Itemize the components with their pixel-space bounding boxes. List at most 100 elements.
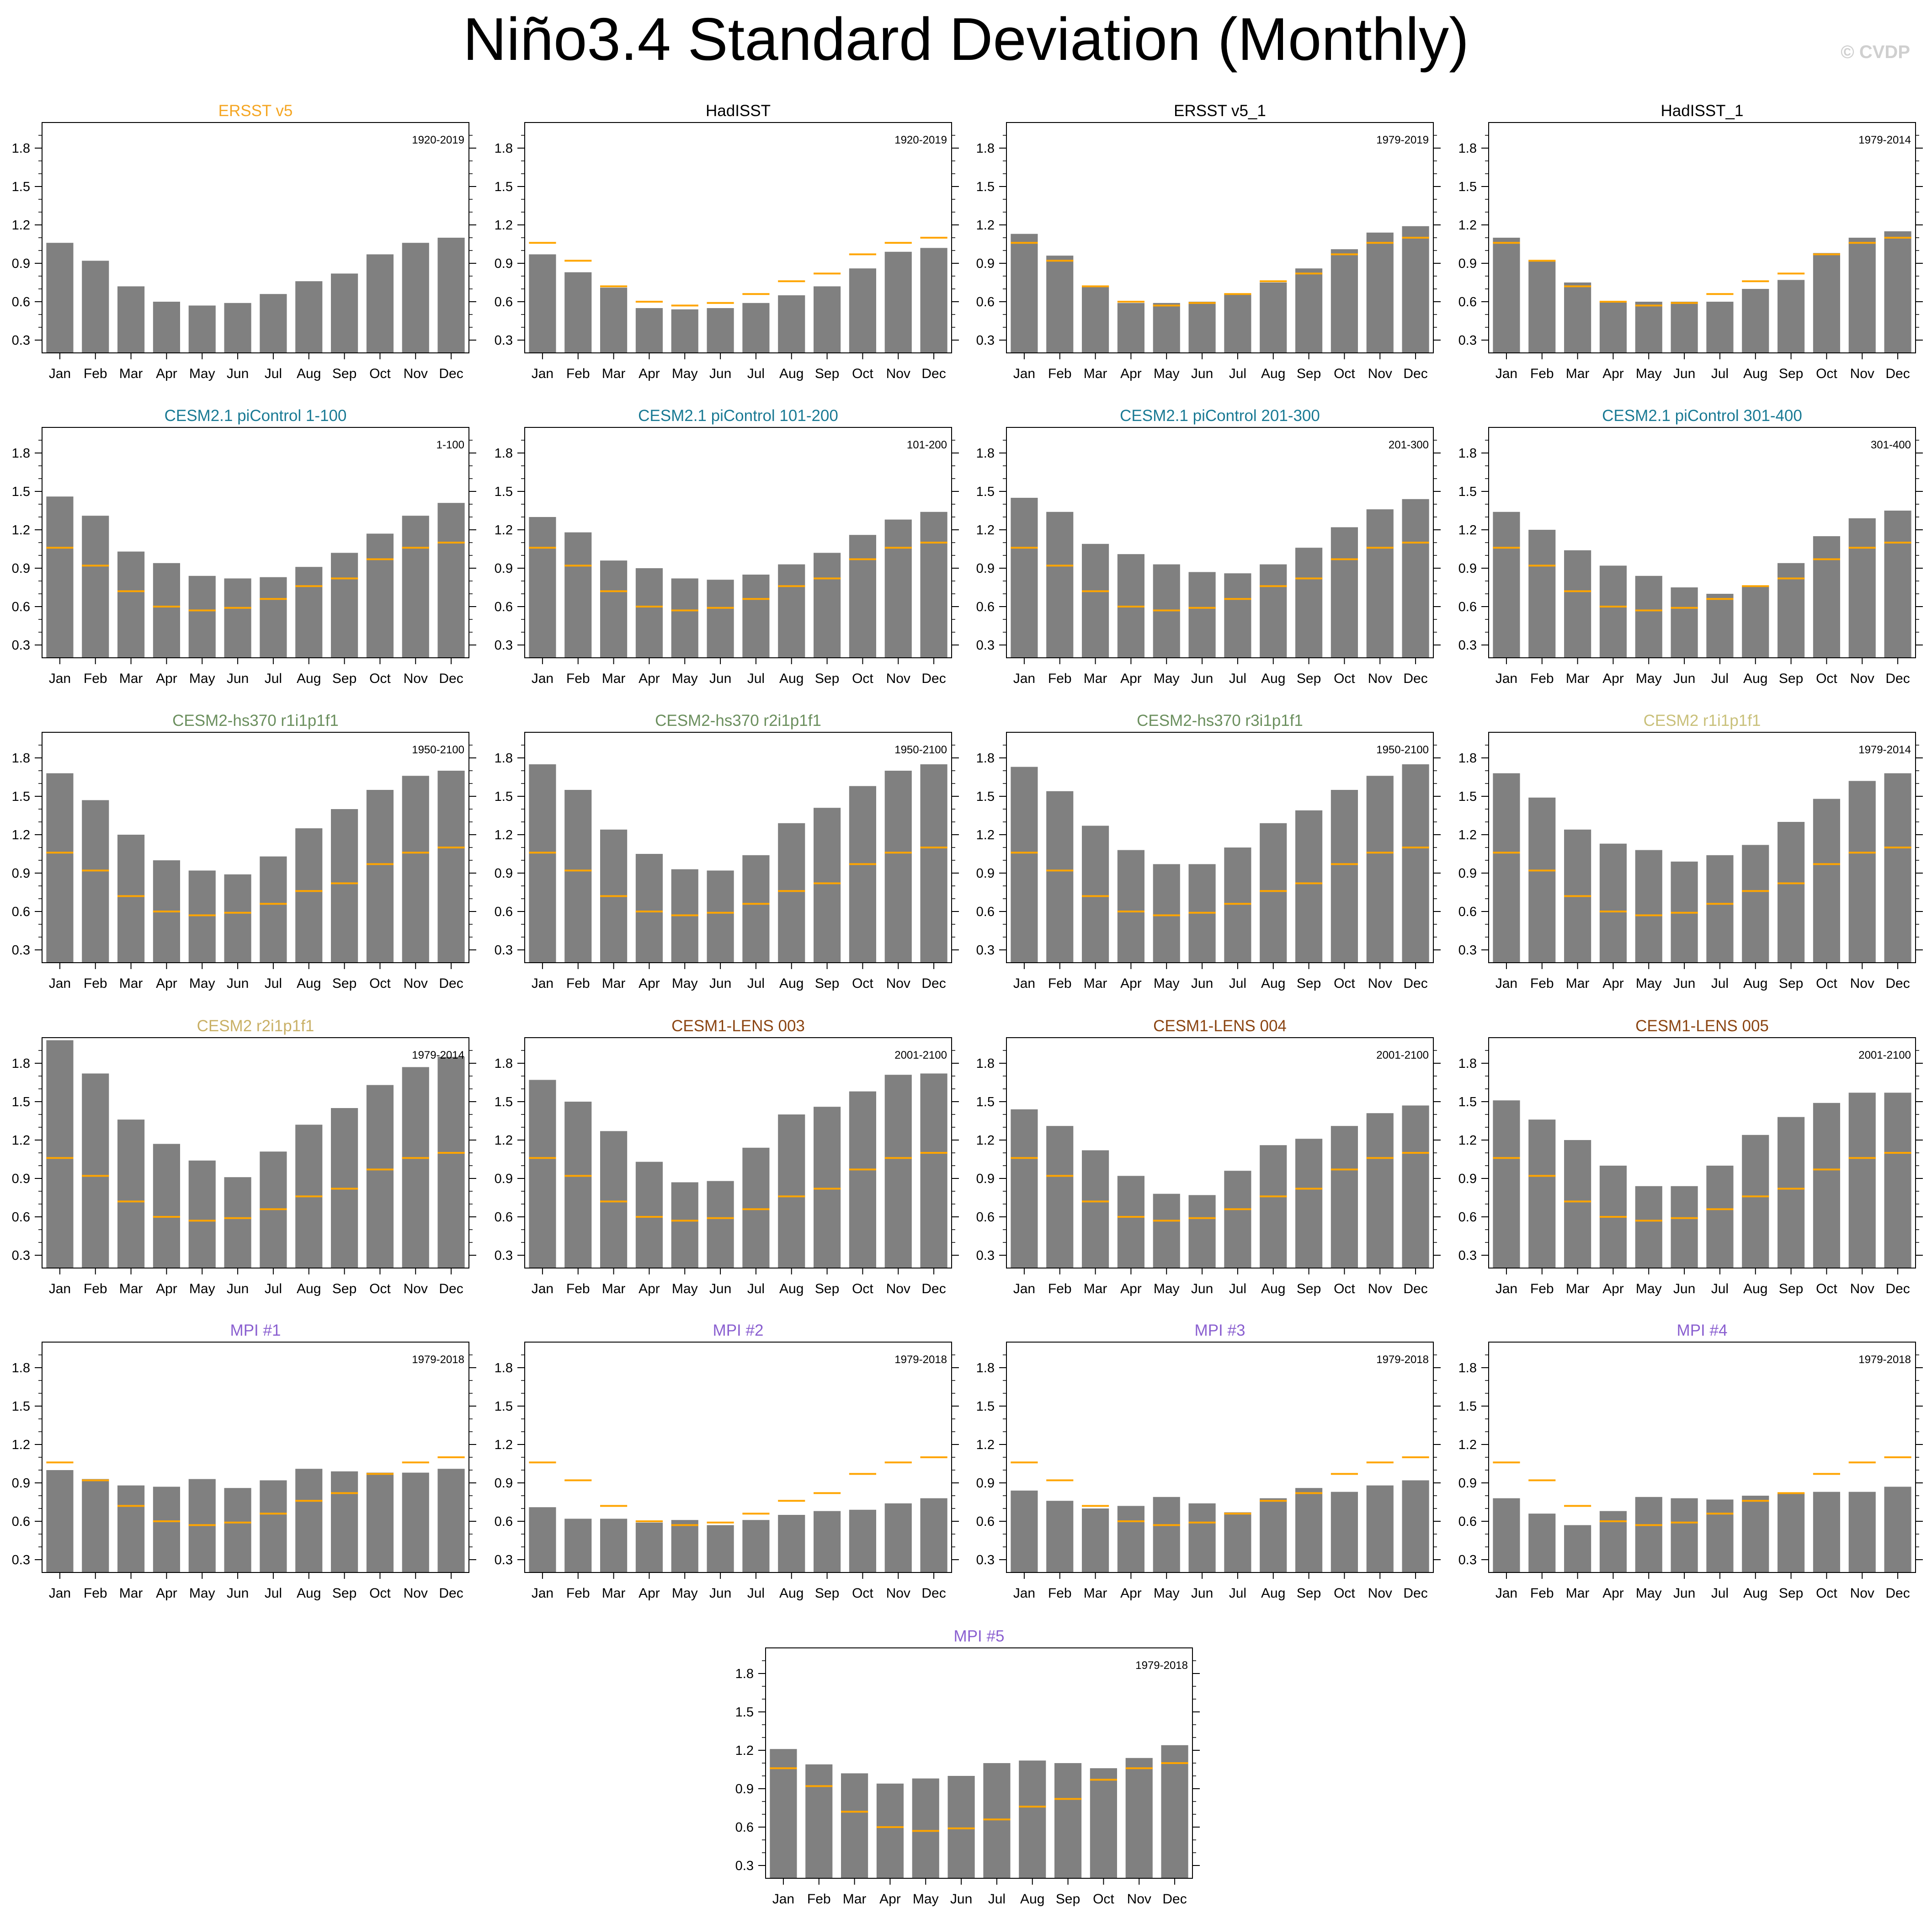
x-tick-label: Feb [84,1281,107,1296]
x-tick-label: Jul [1711,976,1729,991]
bar [1742,289,1769,353]
x-tick-label: Jun [227,1281,249,1296]
x-tick-label: Feb [1530,1586,1554,1601]
y-tick-label: 0.6 [735,1820,754,1835]
chart-title: CESM2 r2i1p1f1 [197,1017,314,1035]
y-tick-label: 1.8 [495,1056,513,1071]
bar [1493,1100,1520,1268]
y-tick-label: 1.8 [12,751,30,766]
bar [1813,253,1840,353]
bar [1599,1511,1627,1572]
period-label: 2001-2100 [894,1049,947,1061]
y-tick-label: 0.6 [976,905,995,919]
y-tick-label: 1.8 [12,141,30,156]
bar [366,533,394,658]
x-tick-label: Aug [1261,976,1285,991]
x-tick-label: Jan [1013,671,1035,686]
chart-panel: 0.3 0.6 0.9 1.2 1.5 1.8 Jan Feb Mar Apr May Jun Jul A… [976,712,1441,991]
bar [635,854,663,963]
x-tick-label: Jun [227,366,249,381]
chart-title: CESM1-LENS 005 [1635,1017,1769,1035]
x-tick-label: Oct [1816,671,1837,686]
x-tick-label: Oct [852,671,873,686]
y-tick-label: 1.8 [12,446,30,461]
x-tick-label: Jan [532,366,554,381]
bar [1224,847,1251,963]
y-tick-label: 0.9 [12,866,30,881]
y-tick-label: 0.6 [495,1514,513,1529]
chart-panel: 0.3 0.6 0.9 1.2 1.5 1.8 Jan Feb Mar Apr May Jun Jul A… [976,102,1441,381]
bar [1046,1126,1074,1268]
bar [635,308,663,353]
x-tick-label: Nov [1368,1281,1392,1296]
bar [1366,232,1394,353]
x-tick-label: Oct [852,366,873,381]
x-tick-label: Jul [747,1586,765,1601]
x-tick-label: Aug [297,671,321,686]
x-tick-label: Sep [1297,1586,1321,1601]
period-label: 1-100 [436,439,464,451]
chart-panel: 0.3 0.6 0.9 1.2 1.5 1.8 Jan Feb Mar Apr May Jun Jul A… [735,1627,1200,1907]
period-label: 1979-2018 [1376,1354,1429,1366]
x-tick-label: Oct [1816,366,1837,381]
bar [1117,303,1144,353]
bar [1599,843,1627,963]
bar [82,261,109,353]
bar [1331,1492,1358,1572]
bar [849,1091,876,1268]
x-tick-label: Mar [119,1586,143,1601]
x-tick-label: Sep [1779,366,1803,381]
bar [437,238,465,353]
x-tick-label: Sep [1297,1281,1321,1296]
bar [366,1085,394,1268]
bar [402,516,429,658]
bar [1671,302,1698,353]
bar [742,855,770,963]
x-tick-label: Oct [1816,1586,1837,1601]
x-tick-label: Nov [1368,976,1392,991]
bar [1366,776,1394,963]
x-tick-label: Apr [156,1281,177,1296]
period-label: 1979-2014 [1858,744,1911,756]
y-tick-label: 1.8 [976,141,995,156]
y-tick-label: 0.6 [1458,1514,1477,1529]
bar [1161,1745,1188,1878]
y-tick-label: 0.9 [976,1476,995,1491]
x-tick-label: Mar [1084,976,1107,991]
bar [1331,1126,1358,1268]
y-tick-label: 1.8 [976,1361,995,1375]
bar [814,808,841,963]
x-tick-label: Dec [439,671,463,686]
bar [437,1469,465,1572]
x-tick-label: May [1636,671,1662,686]
bar [295,1469,323,1572]
bar [920,1073,947,1268]
x-tick-label: Mar [119,366,143,381]
y-tick-label: 1.8 [976,1056,995,1071]
y-tick-label: 0.6 [495,600,513,614]
x-tick-label: Apr [639,976,660,991]
y-tick-label: 1.2 [1458,1133,1477,1148]
chart-panel: 0.3 0.6 0.9 1.2 1.5 1.8 Jan Feb Mar Apr May Jun Jul A… [1458,1322,1923,1601]
y-tick-label: 0.6 [12,1514,30,1529]
x-tick-label: Oct [1334,1281,1355,1296]
x-tick-label: Feb [1530,976,1554,991]
bar [529,517,556,658]
x-tick-label: Jan [532,1586,554,1601]
x-tick-label: Feb [1048,366,1072,381]
y-tick-label: 0.3 [1458,333,1477,348]
chart-title: MPI #1 [230,1322,281,1339]
x-tick-label: Nov [404,1586,428,1601]
bar [82,516,109,658]
bar [884,519,912,658]
x-tick-label: Sep [332,671,357,686]
chart-panel: 0.3 0.6 0.9 1.2 1.5 1.8 Jan Feb Mar Apr May Jun Jul A… [495,1322,959,1601]
x-tick-label: Aug [297,1281,321,1296]
x-tick-label: Dec [439,1281,463,1296]
x-tick-label: Aug [779,366,804,381]
bar [1402,1105,1429,1268]
x-tick-label: Oct [369,976,391,991]
bar [1742,845,1769,963]
bar [947,1776,975,1878]
bar [117,835,145,963]
